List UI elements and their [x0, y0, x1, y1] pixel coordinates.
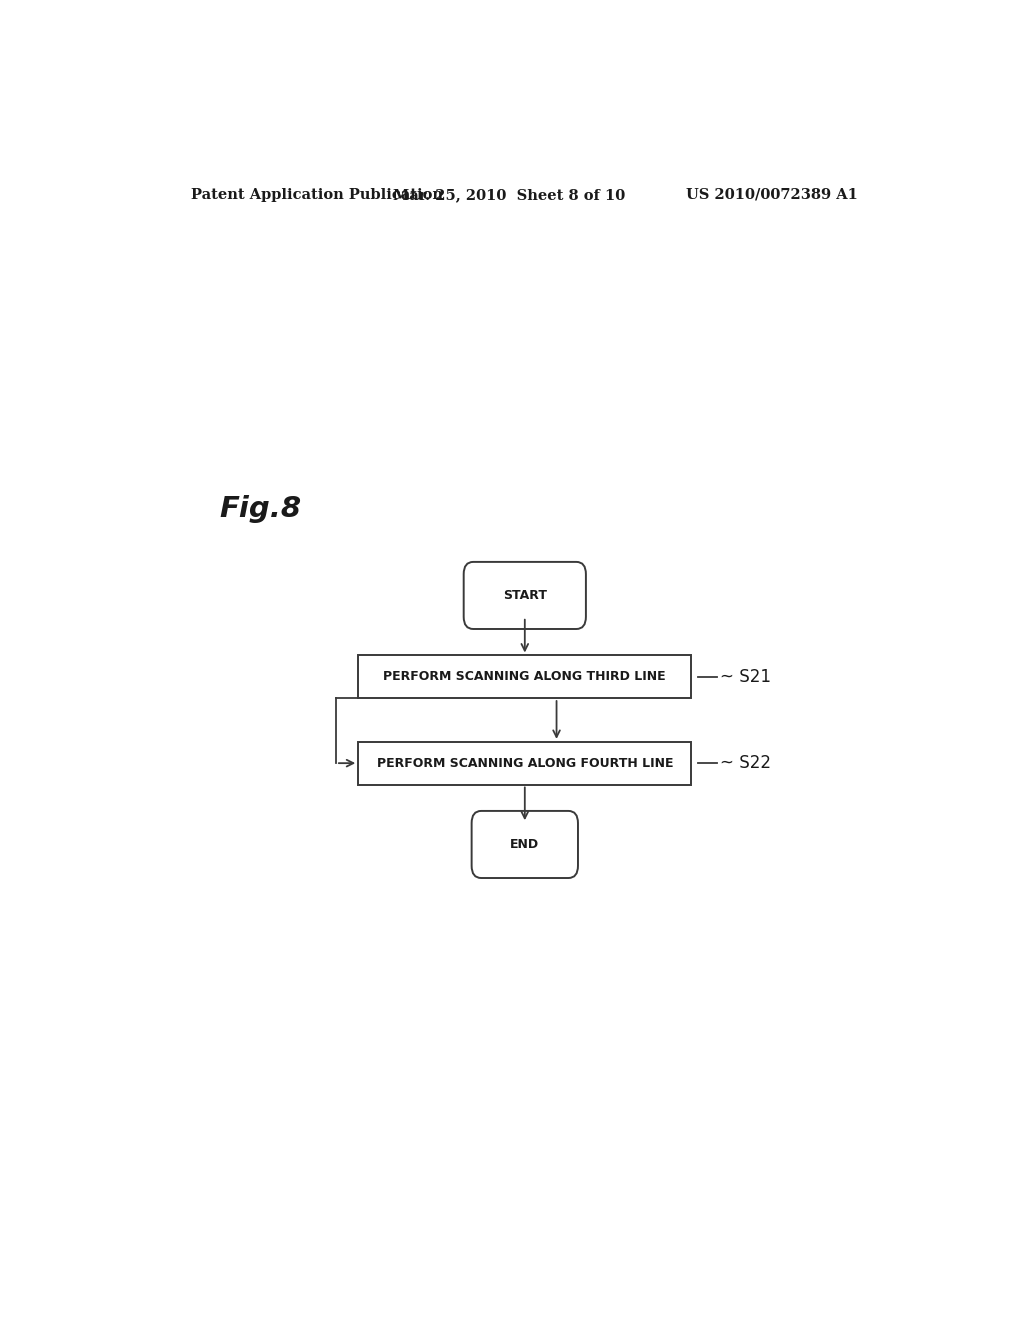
Text: Fig.8: Fig.8	[219, 495, 301, 523]
Bar	[358, 656, 691, 698]
Text: START: START	[503, 589, 547, 602]
Text: US 2010/0072389 A1: US 2010/0072389 A1	[686, 187, 858, 202]
Text: ~ S21: ~ S21	[720, 668, 771, 686]
Text: PERFORM SCANNING ALONG FOURTH LINE: PERFORM SCANNING ALONG FOURTH LINE	[377, 756, 673, 770]
Text: Patent Application Publication: Patent Application Publication	[191, 187, 443, 202]
Bar	[358, 742, 691, 784]
Text: ~ S22: ~ S22	[720, 754, 771, 772]
FancyBboxPatch shape	[464, 562, 586, 630]
Text: END: END	[510, 838, 540, 851]
Text: Mar. 25, 2010  Sheet 8 of 10: Mar. 25, 2010 Sheet 8 of 10	[393, 187, 625, 202]
FancyBboxPatch shape	[472, 810, 578, 878]
Text: PERFORM SCANNING ALONG THIRD LINE: PERFORM SCANNING ALONG THIRD LINE	[383, 671, 667, 684]
